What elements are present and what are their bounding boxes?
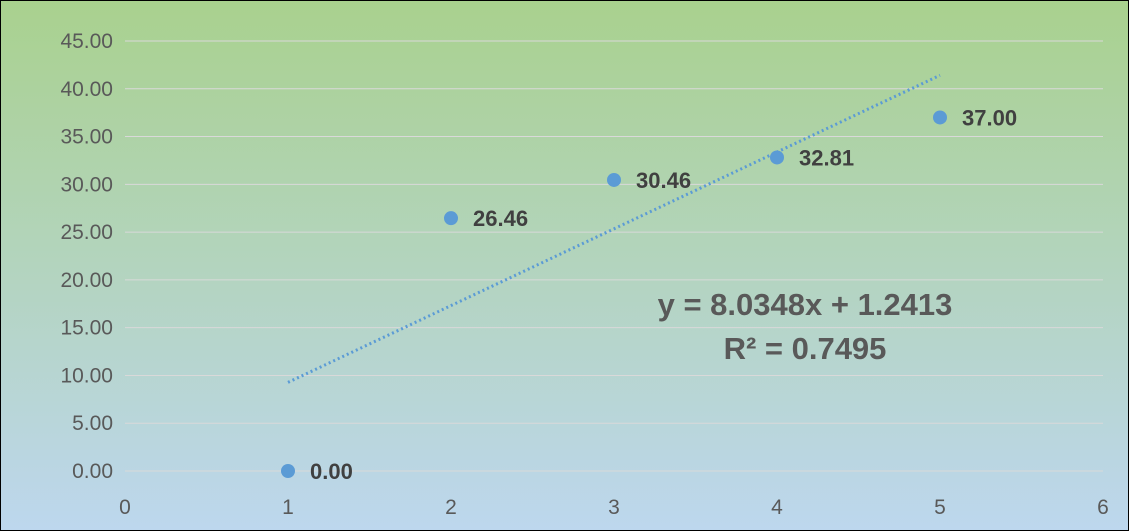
y-tick-label: 20.00 bbox=[60, 269, 113, 292]
data-point bbox=[607, 172, 621, 187]
data-label: 37.00 bbox=[962, 105, 1017, 130]
x-tick-label: 2 bbox=[445, 496, 457, 519]
x-axis-tick-labels: 0 1 2 3 4 5 6 bbox=[119, 496, 1109, 519]
y-tick-label: 25.00 bbox=[60, 221, 113, 244]
y-tick-label: 5.00 bbox=[72, 412, 113, 435]
data-label: 0.00 bbox=[310, 459, 353, 484]
data-labels: 0.00 26.46 30.46 32.81 37.00 bbox=[310, 105, 1017, 484]
data-label: 32.81 bbox=[799, 145, 854, 170]
x-tick-label: 6 bbox=[1097, 496, 1109, 519]
x-tick-label: 4 bbox=[771, 496, 783, 519]
y-tick-label: 10.00 bbox=[60, 364, 113, 387]
trendline bbox=[287, 73, 941, 384]
y-tick-label: 35.00 bbox=[60, 126, 113, 149]
data-point bbox=[770, 150, 784, 165]
y-axis-tick-labels: 0.00 5.00 10.00 15.00 20.00 25.00 30.00 35.00 40… bbox=[60, 30, 113, 483]
data-label: 30.46 bbox=[636, 168, 691, 193]
x-tick-label: 3 bbox=[608, 496, 620, 519]
data-point bbox=[933, 110, 947, 125]
data-label: 26.46 bbox=[473, 206, 528, 231]
gridlines bbox=[125, 40, 1103, 472]
trendline-equation: y = 8.0348x + 1.2413 bbox=[658, 287, 953, 322]
data-points bbox=[281, 110, 947, 478]
y-tick-label: 30.00 bbox=[60, 173, 113, 196]
y-tick-label: 40.00 bbox=[60, 78, 113, 101]
trendline-r-squared: R² = 0.7495 bbox=[724, 331, 887, 366]
data-point bbox=[444, 211, 458, 226]
trendline-layer bbox=[287, 73, 941, 384]
x-tick-label: 0 bbox=[119, 496, 131, 519]
y-tick-label: 15.00 bbox=[60, 317, 113, 340]
data-point bbox=[281, 464, 295, 478]
y-tick-label: 45.00 bbox=[60, 30, 113, 53]
x-tick-label: 1 bbox=[282, 496, 294, 519]
y-tick-label: 0.00 bbox=[72, 460, 113, 483]
x-tick-label: 5 bbox=[934, 496, 946, 519]
